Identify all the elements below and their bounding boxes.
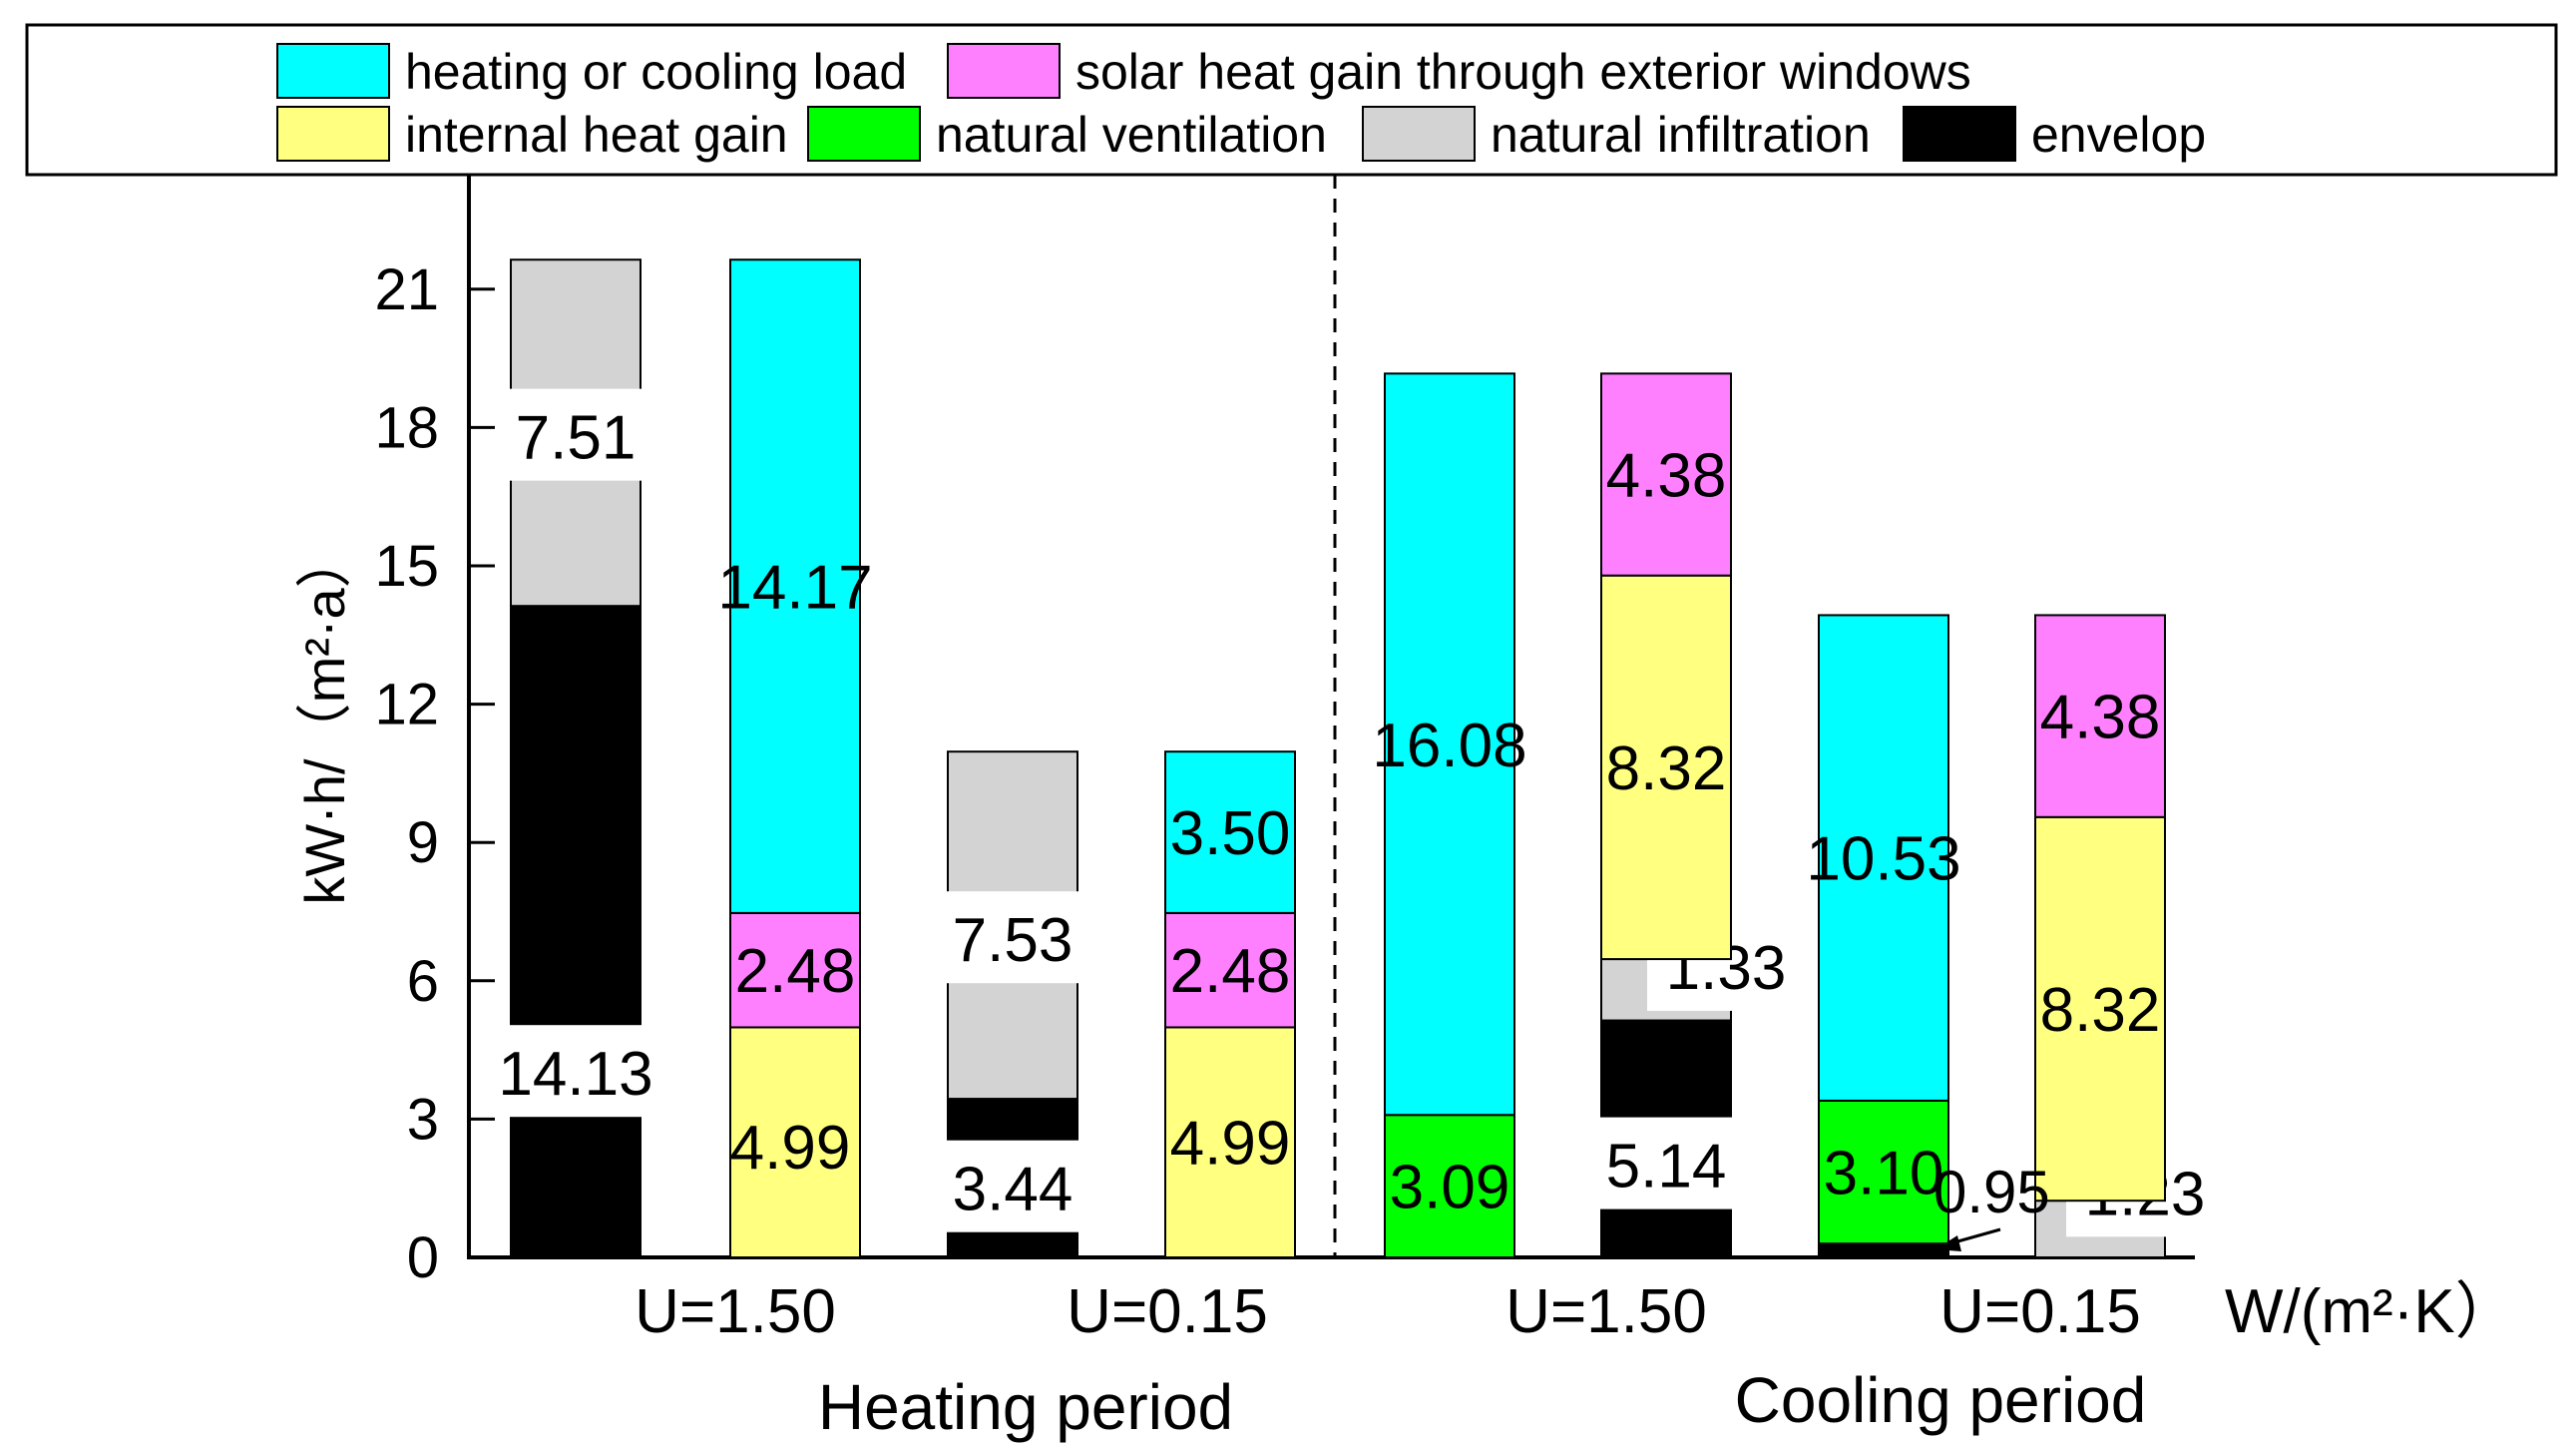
bar-heating-u-1-50-1: 14.13 7.51 <box>479 258 672 1258</box>
data-label-internal-heat-gain: 8.32 <box>1606 734 1727 803</box>
annotation: 0.95 <box>1933 1159 2050 1251</box>
data-label-solar-heat-gain-through-exterior-windows: 2.48 <box>735 937 856 1006</box>
legend-swatch-envelop <box>1903 106 2016 162</box>
data-label-heating-or-cooling-load: 3.50 <box>1170 799 1291 868</box>
data-label-internal-heat-gain: 4.99 <box>730 1114 851 1183</box>
data-label-internal-heat-gain: 8.32 <box>2040 976 2161 1045</box>
legend-label-natural-infiltration: natural infiltration <box>1491 107 1871 163</box>
bar-segment-solar-heat-gain-through-exterior-windows <box>729 911 861 1029</box>
y-tick-label-15: 15 <box>374 534 439 599</box>
data-label-natural-infiltration: 7.53 <box>953 906 1073 975</box>
data-label-bg <box>479 1025 672 1118</box>
data-label-heating-or-cooling-load: 16.08 <box>1372 712 1526 780</box>
bar-segment-internal-heat-gain <box>729 1026 861 1259</box>
bar-segment-internal-heat-gain <box>1164 1026 1296 1259</box>
bar-segment-internal-heat-gain <box>2034 815 2166 1203</box>
bar-segment-heating-or-cooling-load <box>1164 750 1296 914</box>
data-label-solar-heat-gain-through-exterior-windows: 2.48 <box>1170 937 1291 1006</box>
y-tick-label-21: 21 <box>374 257 439 322</box>
bar-segment-natural-ventilation <box>1818 1099 1949 1245</box>
legend-label-solar-heat-gain-through-exterior-windows: solar heat gain through exterior windows <box>1075 44 1971 100</box>
bar-segment-internal-heat-gain <box>1600 574 1732 961</box>
x-label-heating-u-1-50: U=1.50 <box>635 1277 836 1346</box>
legend-label-heating-or-cooling-load: heating or cooling load <box>405 44 907 100</box>
data-label-envelop: 5.14 <box>1606 1133 1727 1202</box>
x-label-cooling-u-0-15: U=0.15 <box>1939 1277 2141 1346</box>
data-label-bg <box>934 891 1091 984</box>
data-label-natural-infiltration: 7.51 <box>516 404 637 473</box>
legend-swatch-internal-heat-gain <box>276 106 390 162</box>
y-tick-label-9: 9 <box>407 810 439 875</box>
legend-swatch-natural-infiltration <box>1362 106 1476 162</box>
bars: 14.13 7.51 4.99 2.48 14.17 3.44 7.53 4.99 2.48 3.… <box>479 258 2224 1259</box>
bar-segment-heating-or-cooling-load <box>1384 372 1515 1117</box>
bar-cooling-u-0-15-2: 1.238.324.38 <box>2034 614 2224 1258</box>
bar-segment-solar-heat-gain-through-exterior-windows <box>2034 614 2166 818</box>
data-label-envelop: 14.13 <box>498 1040 652 1109</box>
data-label-bg <box>1587 1117 1745 1210</box>
legend-label-internal-heat-gain: internal heat gain <box>405 107 788 163</box>
data-label-natural-ventilation: 3.10 <box>1824 1140 1944 1209</box>
x-label-cooling-u-1-50: U=1.50 <box>1505 1277 1707 1346</box>
bar-heating-u-0-15-2: 4.99 2.48 3.50 <box>1164 750 1296 1259</box>
annotation-arrow-head <box>1935 1235 1961 1251</box>
y-tick-label-6: 6 <box>407 949 439 1014</box>
bar-segment-heating-or-cooling-load <box>729 258 861 914</box>
bar-segment-envelop <box>1818 1242 1949 1259</box>
x-label-heating-u-0-15: U=0.15 <box>1067 1277 1268 1346</box>
bar-segment-heating-or-cooling-load <box>1818 614 1949 1102</box>
y-tick-label-12: 12 <box>374 673 439 737</box>
data-label-solar-heat-gain-through-exterior-windows: 4.38 <box>1606 442 1727 511</box>
x-unit-label: W/(m²·K） <box>2225 1277 2517 1346</box>
data-label-bg <box>934 1140 1091 1232</box>
data-label-internal-heat-gain: 4.99 <box>1170 1110 1291 1179</box>
legend: heating or cooling load solar heat gain t… <box>25 23 2558 177</box>
bar-cooling-u-1-50-1: 3.09 16.08 <box>1372 372 1527 1258</box>
y-tick-label-0: 0 <box>407 1225 439 1290</box>
legend-frame <box>25 23 2558 177</box>
bar-heating-u-0-15-1: 3.44 7.53 <box>934 750 1091 1259</box>
annotation-label: 0.95 <box>1933 1159 2050 1225</box>
legend-swatch-heating-or-cooling-load <box>276 43 390 99</box>
cooling-period-label: Cooling period <box>1735 1364 2147 1436</box>
data-label-natural-ventilation: 3.09 <box>1390 1154 1510 1222</box>
data-label-bg <box>497 388 654 481</box>
data-label-envelop: 3.44 <box>953 1156 1073 1224</box>
y-tick-label-18: 18 <box>374 395 439 460</box>
bar-heating-u-1-50-2: 4.99 2.48 14.17 <box>717 258 873 1259</box>
bar-segment-solar-heat-gain-through-exterior-windows <box>1164 911 1296 1029</box>
y-tick-label-3: 3 <box>407 1087 439 1152</box>
data-label-heating-or-cooling-load: 10.53 <box>1806 825 1960 894</box>
legend-swatch-natural-ventilation <box>807 106 921 162</box>
x-labels: U=1.50 U=0.15 U=1.50 U=0.15 <box>635 1277 2141 1346</box>
legend-label-natural-ventilation: natural ventilation <box>936 107 1327 163</box>
data-label-solar-heat-gain-through-exterior-windows: 4.38 <box>2040 684 2161 752</box>
bar-segment-solar-heat-gain-through-exterior-windows <box>1600 372 1732 577</box>
bar-cooling-u-1-50-2: 5.141.338.324.38 <box>1587 372 1805 1258</box>
bar-segment-envelop <box>510 605 642 1258</box>
data-label-heating-or-cooling-load: 14.17 <box>717 554 872 623</box>
bar-cooling-u-0-15-1: 3.10 10.53 <box>1806 614 1961 1259</box>
legend-swatch-solar-heat-gain-through-exterior-windows <box>947 43 1061 99</box>
y-ticks: 0 3 6 9 12 15 18 21 <box>374 257 495 1290</box>
y-axis-label: kW·h/（m²·a） <box>293 532 356 904</box>
legend-label-envelop: envelop <box>2031 107 2206 163</box>
heating-period-label: Heating period <box>818 1371 1233 1443</box>
